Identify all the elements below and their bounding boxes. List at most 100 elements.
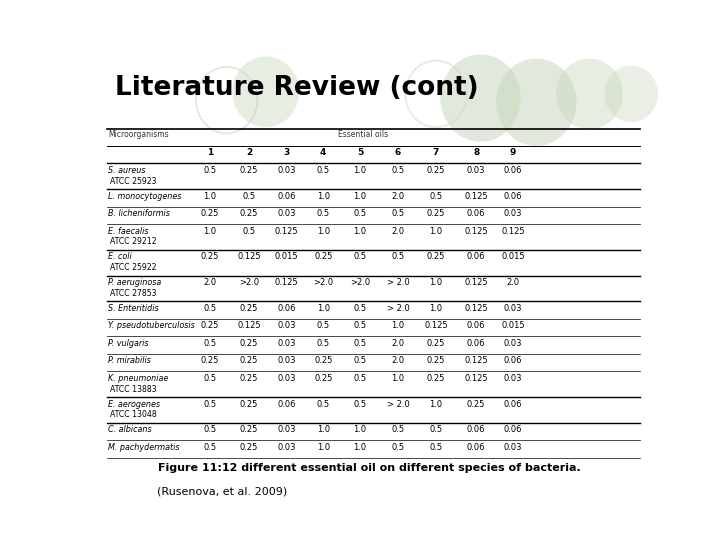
Text: 0.5: 0.5 [317, 321, 330, 330]
Text: 0.5: 0.5 [429, 192, 443, 201]
Text: 0.25: 0.25 [314, 356, 333, 365]
Text: 0.25: 0.25 [240, 209, 258, 218]
Ellipse shape [496, 58, 577, 146]
Text: 0.5: 0.5 [392, 252, 405, 261]
Text: 0.5: 0.5 [392, 426, 405, 434]
Text: 0.5: 0.5 [204, 339, 217, 348]
Text: 0.06: 0.06 [504, 400, 522, 409]
Ellipse shape [605, 66, 658, 122]
Text: 0.03: 0.03 [504, 339, 522, 348]
Text: 0.25: 0.25 [201, 209, 219, 218]
Text: 0.125: 0.125 [237, 321, 261, 330]
Text: 0.03: 0.03 [504, 374, 522, 383]
Text: 0.5: 0.5 [354, 400, 366, 409]
Text: 7: 7 [433, 148, 439, 157]
Text: (Rusenova, et al. 2009): (Rusenova, et al. 2009) [157, 487, 287, 497]
Text: 1.0: 1.0 [429, 227, 443, 235]
Text: 1.0: 1.0 [429, 400, 443, 409]
Text: 1.0: 1.0 [429, 304, 443, 313]
Text: 0.06: 0.06 [467, 209, 485, 218]
Text: 2: 2 [246, 148, 252, 157]
Text: 0.25: 0.25 [240, 166, 258, 175]
Text: 0.25: 0.25 [427, 374, 445, 383]
Text: 3: 3 [283, 148, 289, 157]
Text: 1.0: 1.0 [317, 304, 330, 313]
Text: 0.03: 0.03 [504, 304, 522, 313]
Text: 0.5: 0.5 [429, 426, 443, 434]
Text: 1.0: 1.0 [204, 192, 217, 201]
Text: 0.03: 0.03 [277, 339, 296, 348]
Text: 0.125: 0.125 [464, 356, 488, 365]
Text: E. aerogenes: E. aerogenes [109, 400, 161, 409]
Text: 0.5: 0.5 [392, 166, 405, 175]
Text: 0.25: 0.25 [240, 339, 258, 348]
Text: 0.5: 0.5 [392, 443, 405, 452]
Text: 0.25: 0.25 [240, 426, 258, 434]
Text: 6: 6 [395, 148, 401, 157]
Text: 0.06: 0.06 [467, 443, 485, 452]
Text: 0.015: 0.015 [274, 252, 298, 261]
Text: 0.125: 0.125 [424, 321, 448, 330]
Text: > 2.0: > 2.0 [387, 304, 410, 313]
Text: 0.5: 0.5 [243, 192, 256, 201]
Text: 0.25: 0.25 [427, 339, 445, 348]
Text: Figure 11:12 different essential oil on different species of bacteria.: Figure 11:12 different essential oil on … [158, 463, 580, 472]
Text: 0.5: 0.5 [317, 339, 330, 348]
Text: 0.03: 0.03 [504, 209, 522, 218]
Text: 0.25: 0.25 [427, 166, 445, 175]
Text: 2.0: 2.0 [506, 278, 520, 287]
Text: 0.5: 0.5 [317, 209, 330, 218]
Text: 0.06: 0.06 [277, 304, 296, 313]
Text: E. faecalis: E. faecalis [109, 227, 149, 235]
Text: 1.0: 1.0 [317, 227, 330, 235]
Text: 1.0: 1.0 [354, 227, 366, 235]
Text: P. mirabilis: P. mirabilis [109, 356, 151, 365]
Text: B. licheniformis: B. licheniformis [109, 209, 171, 218]
Text: 0.125: 0.125 [501, 227, 525, 235]
Text: 0.5: 0.5 [204, 304, 217, 313]
Text: 0.5: 0.5 [204, 400, 217, 409]
Text: 0.03: 0.03 [277, 374, 296, 383]
Text: 0.5: 0.5 [204, 426, 217, 434]
Text: 8: 8 [473, 148, 480, 157]
Text: Essential oils: Essential oils [338, 131, 389, 139]
Text: 0.06: 0.06 [467, 252, 485, 261]
Text: 0.25: 0.25 [427, 356, 445, 365]
Text: 0.015: 0.015 [501, 252, 525, 261]
Text: 0.015: 0.015 [501, 321, 525, 330]
Text: 0.125: 0.125 [237, 252, 261, 261]
Text: 1.0: 1.0 [354, 166, 366, 175]
Text: 1.0: 1.0 [354, 192, 366, 201]
Text: 0.06: 0.06 [277, 192, 296, 201]
Text: 4: 4 [320, 148, 326, 157]
Text: 0.5: 0.5 [243, 227, 256, 235]
Text: 0.25: 0.25 [201, 321, 219, 330]
Text: 0.06: 0.06 [504, 192, 522, 201]
Text: S. Enteritidis: S. Enteritidis [109, 304, 159, 313]
Text: 0.125: 0.125 [464, 374, 488, 383]
Text: 0.06: 0.06 [277, 400, 296, 409]
Text: 0.25: 0.25 [201, 252, 219, 261]
Text: 1.0: 1.0 [392, 321, 405, 330]
Text: 0.25: 0.25 [240, 443, 258, 452]
Text: 0.5: 0.5 [204, 374, 217, 383]
Text: 9: 9 [510, 148, 516, 157]
Text: P. aeruginosa: P. aeruginosa [109, 278, 162, 287]
Text: 5: 5 [357, 148, 363, 157]
Text: ATCC 13883: ATCC 13883 [109, 384, 156, 394]
Text: ATCC 13048: ATCC 13048 [109, 410, 156, 420]
Text: 0.03: 0.03 [277, 209, 296, 218]
Text: 0.5: 0.5 [317, 400, 330, 409]
Text: 0.5: 0.5 [429, 443, 443, 452]
Text: P. vulgaris: P. vulgaris [109, 339, 149, 348]
Text: L. monocytogenes: L. monocytogenes [109, 192, 181, 201]
Text: 0.25: 0.25 [314, 374, 333, 383]
Text: 0.5: 0.5 [354, 356, 366, 365]
Text: C. albicans: C. albicans [109, 426, 152, 434]
Text: 0.25: 0.25 [240, 400, 258, 409]
Text: 1: 1 [207, 148, 213, 157]
Text: 1.0: 1.0 [317, 426, 330, 434]
Text: 0.25: 0.25 [427, 209, 445, 218]
Ellipse shape [233, 57, 300, 127]
Text: 0.03: 0.03 [467, 166, 485, 175]
